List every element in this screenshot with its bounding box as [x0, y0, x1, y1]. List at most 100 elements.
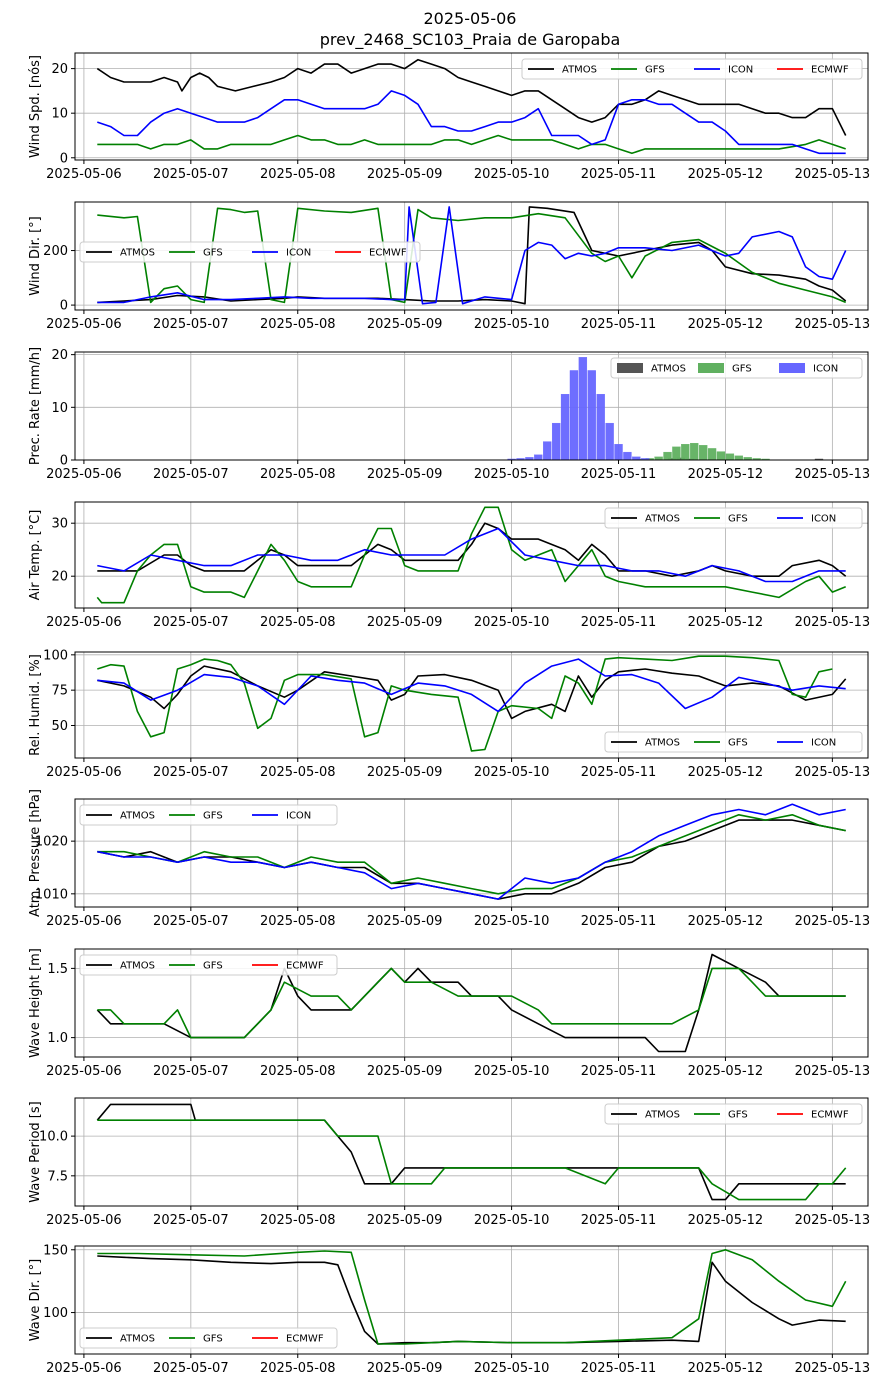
x-tick-label: 2025-05-10 — [474, 317, 550, 332]
legend-label-gfs: GFS — [728, 1110, 748, 1121]
axes-frame — [74, 1245, 869, 1355]
x-tick-label: 2025-05-08 — [260, 467, 336, 482]
y-axis-label: Atm. Pressure [hPa] — [28, 789, 43, 917]
y-tick-label: 10 — [51, 401, 68, 416]
x-tick-label: 2025-05-10 — [474, 1213, 550, 1228]
x-tick-label: 2025-05-09 — [367, 1361, 443, 1376]
legend: ATMOS GFS ICON — [79, 804, 338, 826]
axes-frame — [74, 501, 869, 609]
series-line-icon — [97, 90, 846, 155]
x-tick-label: 2025-05-08 — [260, 1361, 336, 1376]
bar-gfs — [734, 455, 743, 461]
x-tick-label: 2025-05-10 — [474, 765, 550, 780]
subplot-5: 50 75 100 2025-05-06 2025-05-07 2025-05-08 202… — [28, 648, 870, 780]
series-line-atmos — [97, 819, 846, 900]
subplot-4: 20 30 2025-05-06 2025-05-07 2025-05-08 2025-0… — [28, 501, 870, 630]
legend-box — [79, 804, 338, 826]
x-tick-label: 2025-05-11 — [581, 765, 657, 780]
legend: ATMOS GFS ICON — [604, 731, 863, 753]
figure-subtitle: prev_2468_SC103_Praia de Garopaba — [320, 30, 621, 50]
x-tick-label: 2025-05-09 — [367, 914, 443, 929]
series-line-gfs — [97, 655, 833, 752]
legend-label-icon: ICON — [728, 65, 753, 76]
y-tick-label: 20 — [51, 570, 68, 585]
x-tick-label: 2025-05-06 — [46, 914, 122, 929]
legend-label-ecmwf: ECMWF — [286, 1334, 324, 1345]
x-tick-label: 2025-05-12 — [688, 914, 764, 929]
legend-label-icon: ICON — [286, 248, 311, 259]
legend-label-icon: ICON — [286, 811, 311, 822]
x-tick-label: 2025-05-12 — [688, 1213, 764, 1228]
x-tick-label: 2025-05-09 — [367, 167, 443, 182]
legend-label-atmos: ATMOS — [120, 961, 155, 972]
x-tick-label: 2025-05-10 — [474, 914, 550, 929]
y-tick-label: 1020 — [35, 835, 68, 850]
x-tick-label: 2025-05-07 — [153, 167, 229, 182]
x-tick-label: 2025-05-12 — [688, 467, 764, 482]
x-tick-label: 2025-05-11 — [581, 1361, 657, 1376]
legend-box — [604, 1103, 863, 1125]
y-axis-label: Wave Period [s] — [28, 1101, 43, 1202]
series-line-gfs — [96, 506, 846, 604]
legend-label-atmos: ATMOS — [645, 1110, 680, 1121]
axes-frame — [74, 1097, 869, 1207]
legend: ATMOS GFS ICON — [604, 507, 863, 529]
legend: ATMOS GFS ECMWF — [79, 954, 338, 976]
x-tick-label: 2025-05-11 — [581, 1064, 657, 1079]
x-tick-label: 2025-05-06 — [46, 765, 122, 780]
legend-label-atmos: ATMOS — [120, 1334, 155, 1345]
bar-icon — [587, 370, 596, 461]
x-tick-label: 2025-05-12 — [688, 615, 764, 630]
legend-label-gfs: GFS — [645, 65, 665, 76]
x-tick-label: 2025-05-07 — [153, 914, 229, 929]
x-tick-label: 2025-05-12 — [688, 1064, 764, 1079]
x-tick-label: 2025-05-07 — [153, 1064, 229, 1079]
legend-label-atmos: ATMOS — [120, 811, 155, 822]
x-tick-label: 2025-05-07 — [153, 615, 229, 630]
legend: ATMOS GFS ECMWF — [79, 1327, 338, 1349]
bar-icon — [623, 451, 632, 461]
x-tick-label: 2025-05-13 — [795, 167, 871, 182]
x-tick-label: 2025-05-12 — [688, 317, 764, 332]
x-tick-label: 2025-05-11 — [581, 467, 657, 482]
subplot-3: 0 10 20 2025-05-06 2025-05-07 2025-05-08 2025-… — [28, 347, 870, 482]
axes-frame — [74, 201, 869, 311]
legend-label-atmos: ATMOS — [645, 738, 680, 749]
x-tick-label: 2025-05-06 — [46, 167, 122, 182]
x-tick-label: 2025-05-12 — [688, 765, 764, 780]
series-line-icon — [97, 527, 846, 583]
legend-label-gfs: GFS — [203, 1334, 223, 1345]
x-tick-label: 2025-05-11 — [581, 167, 657, 182]
bar-gfs — [716, 451, 726, 461]
series-line-icon — [97, 206, 847, 305]
x-tick-label: 2025-05-10 — [474, 615, 550, 630]
x-tick-label: 2025-05-09 — [367, 1213, 443, 1228]
x-tick-label: 2025-05-09 — [367, 765, 443, 780]
y-tick-label: 100 — [43, 1306, 68, 1321]
axes-frame — [74, 52, 869, 161]
legend-label-atmos: ATMOS — [645, 514, 680, 525]
y-tick-label: 1.5 — [47, 962, 68, 977]
bar-icon — [578, 357, 588, 461]
x-tick-label: 2025-05-06 — [46, 1213, 122, 1228]
x-tick-label: 2025-05-13 — [795, 765, 871, 780]
y-tick-label: 150 — [43, 1243, 68, 1258]
axes-frame — [74, 651, 869, 759]
legend-box — [79, 1327, 338, 1349]
legend-label-ecmwf: ECMWF — [811, 65, 849, 76]
figure-title: 2025-05-06 — [424, 9, 517, 28]
legend: ATMOS GFS ECMWF — [604, 1103, 863, 1125]
y-tick-label: 10 — [51, 107, 68, 122]
y-axis-label: Wind Dir. [°] — [28, 216, 43, 296]
bar-gfs — [699, 445, 708, 461]
x-tick-label: 2025-05-10 — [474, 1064, 550, 1079]
x-tick-label: 2025-05-12 — [688, 167, 764, 182]
legend-label-ecmwf: ECMWF — [286, 961, 324, 972]
y-tick-label: 30 — [51, 517, 68, 532]
x-tick-label: 2025-05-09 — [367, 1064, 443, 1079]
y-axis-label: Air Temp. [°C] — [28, 510, 43, 601]
x-tick-label: 2025-05-06 — [46, 615, 122, 630]
bar-gfs — [672, 446, 681, 461]
legend-label-gfs: GFS — [203, 248, 223, 259]
